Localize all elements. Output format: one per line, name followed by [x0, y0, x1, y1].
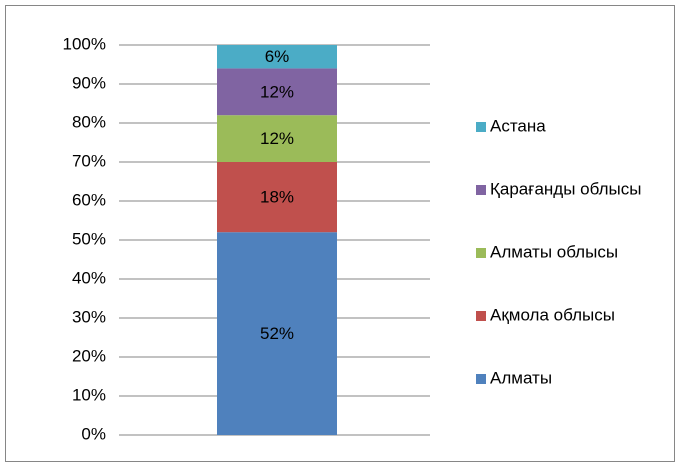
y-tick-label: 30% [72, 307, 106, 326]
legend-label: Астана [490, 116, 546, 135]
y-tick-label: 80% [72, 112, 106, 131]
bar-segment [217, 115, 337, 162]
legend-label: Қарағанды облысы [490, 179, 641, 198]
bar-segment [217, 232, 337, 435]
y-tick-label: 70% [72, 151, 106, 170]
legend-label: Алматы облысы [490, 242, 618, 261]
legend-swatch [476, 122, 486, 132]
y-tick-label: 90% [72, 73, 106, 92]
legend-swatch [476, 374, 486, 384]
y-tick-label: 100% [63, 34, 106, 53]
data-label: 52% [260, 324, 294, 343]
y-tick-label: 0% [81, 424, 106, 443]
legend-label: Алматы [490, 368, 552, 387]
y-tick-label: 60% [72, 190, 106, 209]
bar-segment [217, 68, 337, 116]
y-tick-label: 50% [72, 229, 106, 248]
legend-swatch [476, 311, 486, 321]
legend-swatch [476, 248, 486, 258]
y-tick-label: 10% [72, 385, 106, 404]
data-label: 6% [265, 47, 290, 66]
data-label: 18% [260, 188, 294, 207]
y-tick-label: 20% [72, 346, 106, 365]
legend-swatch [476, 185, 486, 195]
bar-segment [217, 162, 337, 233]
bar-segment [217, 45, 337, 69]
y-tick-label: 40% [72, 268, 106, 287]
data-label: 12% [260, 129, 294, 148]
chart-border [5, 5, 675, 462]
legend-label: Ақмола облысы [490, 305, 615, 324]
data-label: 12% [260, 82, 294, 101]
